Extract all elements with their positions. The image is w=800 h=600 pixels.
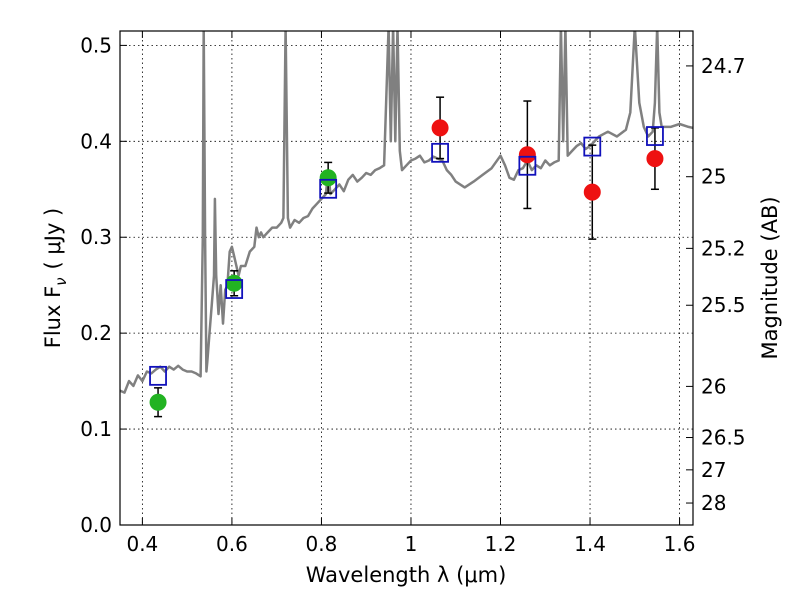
model-point xyxy=(518,155,537,176)
x-tick-label: 0.6 xyxy=(216,532,248,556)
y-tick-label: 0.5 xyxy=(80,33,112,57)
data-point-1 xyxy=(319,169,337,187)
series-layer xyxy=(120,31,693,418)
x-tick-label: 1.6 xyxy=(664,532,696,556)
x-tick-label: 1.2 xyxy=(485,532,517,556)
model-point xyxy=(583,136,602,157)
x-tick-label: 0.8 xyxy=(306,532,338,556)
data-point-1 xyxy=(225,274,243,292)
y-axis-label-main: Flux F xyxy=(41,286,65,348)
x-tick-label: 1.4 xyxy=(574,532,606,556)
y-tick-label: 0.1 xyxy=(80,417,112,441)
data-point-2 xyxy=(583,183,601,201)
x-axis-label: Wavelength λ (μm) xyxy=(306,563,507,587)
model-point xyxy=(319,178,338,199)
plot-frame xyxy=(119,30,694,526)
y2-tick-label: 25.5 xyxy=(701,293,746,317)
y-axis-label: Flux Fν ( μJy ) xyxy=(41,208,70,349)
y2-tick-label: 28 xyxy=(701,491,726,515)
y-axis-label-unit: ( μJy ) xyxy=(41,208,65,270)
y2-tick-label: 24.7 xyxy=(701,54,746,78)
y2-tick-label: 25.2 xyxy=(701,236,746,260)
model-point xyxy=(431,142,449,163)
y2-tick-label: 26 xyxy=(701,374,726,398)
y2-tick-label: 27 xyxy=(701,458,726,482)
x-tick-label: 1 xyxy=(405,532,418,556)
y-tick-label: 0.3 xyxy=(80,225,112,249)
x-tick-label: 0.4 xyxy=(126,532,158,556)
data-point-2 xyxy=(431,119,449,137)
y-tick-label: 0.0 xyxy=(80,513,112,537)
model-point xyxy=(225,279,244,299)
data-point-1 xyxy=(149,393,167,411)
y-tick-label: 0.2 xyxy=(80,321,112,345)
y-tick-label: 0.4 xyxy=(80,129,112,153)
data-point-2 xyxy=(518,146,536,164)
model-point xyxy=(646,126,664,146)
y2-tick-label: 25 xyxy=(701,165,726,189)
y2-tick-label: 26.5 xyxy=(701,426,746,450)
data-point-2 xyxy=(646,150,664,168)
y2-axis-label: Magnitude (AB) xyxy=(758,196,782,359)
model-spectrum-line xyxy=(120,31,693,394)
axis-ticks: 0.4 0.6 0.8 1 1.2 1.4 1.6 0.0 0.1 0.2 0.3 0.4 0.5 24.… xyxy=(80,31,746,556)
y-axis-label-subscript: ν xyxy=(52,277,70,285)
model-point xyxy=(149,365,167,386)
